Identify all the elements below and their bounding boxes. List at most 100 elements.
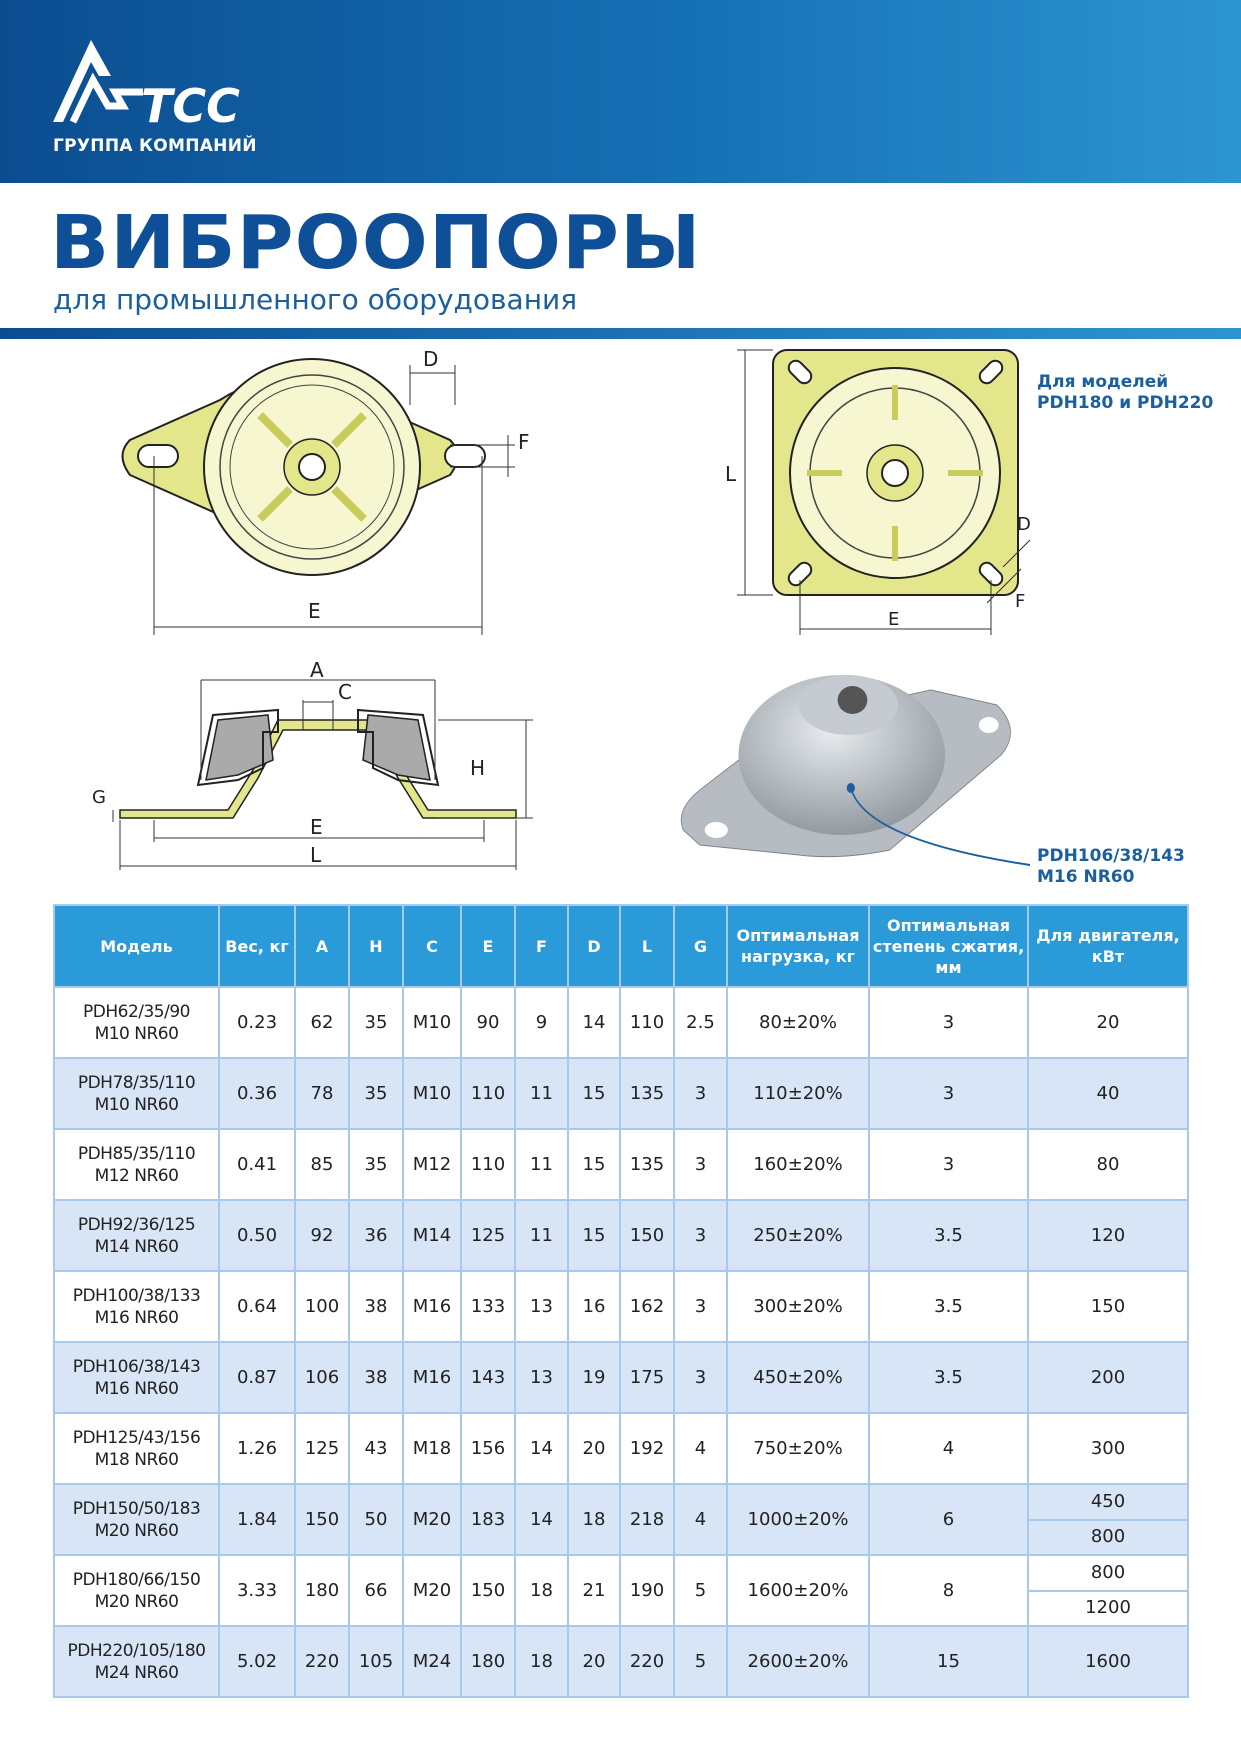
table-cell: 190 — [619, 1554, 675, 1627]
table-cell: 11 — [514, 1199, 569, 1272]
table-subrow: 800 — [54, 1518, 1189, 1556]
dim-e: E — [310, 815, 323, 839]
table-cell: M18 — [402, 1412, 462, 1485]
model-line: M10 NR60 — [94, 1094, 179, 1115]
table-cell: M14 — [402, 1199, 462, 1272]
table-cell: 180 — [460, 1625, 516, 1698]
model-line: PDH62/35/90 — [83, 1001, 190, 1022]
table-row: PDH62/35/90 M10 NR60 0.23 62 35 M10 90 9 14 110 2.… — [53, 986, 1189, 1059]
table-cell: 14 — [514, 1412, 569, 1485]
model-line: PDH106/38/143 — [72, 1356, 201, 1377]
power-cell: 1600 — [1027, 1625, 1189, 1698]
dim-d: D — [1017, 514, 1031, 535]
table-cell: 3 — [868, 986, 1029, 1059]
table-cell: M24 — [402, 1625, 462, 1698]
column-header: G — [673, 904, 728, 988]
table-cell: 3 — [673, 1128, 728, 1201]
specs-table: Модель Вес, кг A H C E F D L G Оптимальная нагрузк… — [53, 904, 1189, 1698]
table-row: PDH106/38/143 M16 NR60 0.87 106 38 M16 143 13 19… — [53, 1341, 1189, 1414]
table-cell: 13 — [514, 1270, 569, 1343]
table-cell: M20 — [402, 1483, 462, 1556]
power-cell: 300 — [1027, 1412, 1189, 1485]
dim-c: C — [338, 680, 352, 704]
model-line: M16 NR60 — [94, 1378, 179, 1399]
table-cell: M20 — [402, 1554, 462, 1627]
model-line: PDH78/35/110 — [77, 1072, 196, 1093]
table-cell: M12 — [402, 1128, 462, 1201]
table-row: PDH85/35/110 M12 NR60 0.41 85 35 M12 110 11 15 13… — [53, 1128, 1189, 1201]
divider-strip — [0, 328, 1241, 339]
table-cell: 3 — [673, 1270, 728, 1343]
table-cell: 4 — [868, 1412, 1029, 1485]
model-cell: PDH125/43/156 M18 NR60 — [53, 1412, 220, 1485]
table-row: PDH78/35/110 M10 NR60 0.36 78 35 M10 110 11 15 13… — [53, 1057, 1189, 1130]
table-cell: 0.87 — [218, 1341, 296, 1414]
column-header: Оптимальная нагрузка, кг — [726, 904, 870, 988]
table-cell: 133 — [460, 1270, 516, 1343]
table-cell: 5 — [673, 1554, 728, 1627]
table-cell: 110 — [619, 986, 675, 1059]
note-line: PDH106/38/143 — [1037, 846, 1185, 866]
table-cell: 1.26 — [218, 1412, 296, 1485]
table-cell: 180 — [294, 1554, 350, 1627]
table-cell: 13 — [514, 1341, 569, 1414]
model-line: M24 NR60 — [94, 1662, 179, 1683]
table-cell: 18 — [514, 1554, 569, 1627]
model-line: M12 NR60 — [94, 1165, 179, 1186]
table-cell: 15 — [567, 1199, 621, 1272]
table-cell: 18 — [514, 1625, 569, 1698]
table-cell: 125 — [460, 1199, 516, 1272]
table-cell: 3.5 — [868, 1341, 1029, 1414]
table-cell: 300±20% — [726, 1270, 870, 1343]
table-cell: 1000±20% — [726, 1483, 870, 1556]
power-cell: 40 — [1027, 1057, 1189, 1130]
table-subrow: 1200 — [54, 1589, 1189, 1627]
table-row: PDH220/105/180 M24 NR60 5.02 220 105 M24 180 18… — [53, 1625, 1189, 1698]
table-cell: 0.23 — [218, 986, 296, 1059]
header-banner: ТСС ГРУППА КОМПАНИЙ — [0, 0, 1241, 183]
table-cell: 1.84 — [218, 1483, 296, 1556]
table-cell: 110 — [460, 1057, 516, 1130]
column-header: E — [460, 904, 516, 988]
table-cell: 18 — [567, 1483, 621, 1556]
table-cell: 110 — [460, 1128, 516, 1201]
dim-l: L — [725, 462, 737, 486]
model-cell: PDH92/36/125 M14 NR60 — [53, 1199, 220, 1272]
model-line: PDH125/43/156 — [72, 1427, 201, 1448]
table-cell: 21 — [567, 1554, 621, 1627]
table-cell: 20 — [567, 1625, 621, 1698]
square-view-drawing: L E D F — [725, 349, 1031, 635]
model-line: PDH100/38/133 — [72, 1285, 201, 1306]
dim-a: A — [310, 660, 324, 682]
table-cell: 62 — [294, 986, 350, 1059]
top-view-drawing: E D F — [121, 347, 530, 635]
table-cell: 43 — [348, 1412, 404, 1485]
page-title: ВИБРООПОРЫ — [50, 200, 702, 286]
table-cell: 3 — [868, 1057, 1029, 1130]
power-cell: 200 — [1027, 1341, 1189, 1414]
table-cell: 35 — [348, 1128, 404, 1201]
model-cell: PDH100/38/133 M16 NR60 — [53, 1270, 220, 1343]
table-cell: 78 — [294, 1057, 350, 1130]
model-line: PDH150/50/183 — [72, 1498, 201, 1519]
table-cell: 4 — [673, 1412, 728, 1485]
table-cell: 3 — [673, 1199, 728, 1272]
table-cell: 220 — [619, 1625, 675, 1698]
table-cell: 250±20% — [726, 1199, 870, 1272]
table-cell: 162 — [619, 1270, 675, 1343]
table-cell: 3 — [673, 1057, 728, 1130]
dim-l: L — [310, 843, 322, 867]
column-header: L — [619, 904, 675, 988]
table-cell: 160±20% — [726, 1128, 870, 1201]
table-header-row: Модель Вес, кг A H C E F D L G Оптимальная нагрузк… — [53, 904, 1189, 988]
model-cell: PDH220/105/180 M24 NR60 — [53, 1625, 220, 1698]
table-cell: 150 — [619, 1199, 675, 1272]
square-view-note: Для моделей PDH180 и PDH220 — [1037, 372, 1213, 414]
column-header: D — [567, 904, 621, 988]
table-cell: 156 — [460, 1412, 516, 1485]
table-cell: 135 — [619, 1057, 675, 1130]
dim-f: F — [1015, 591, 1025, 612]
table-row: PDH100/38/133 M16 NR60 0.64 100 38 M16 133 13 16… — [53, 1270, 1189, 1343]
model-cell: PDH85/35/110 M12 NR60 — [53, 1128, 220, 1201]
dim-g: G — [92, 787, 106, 808]
